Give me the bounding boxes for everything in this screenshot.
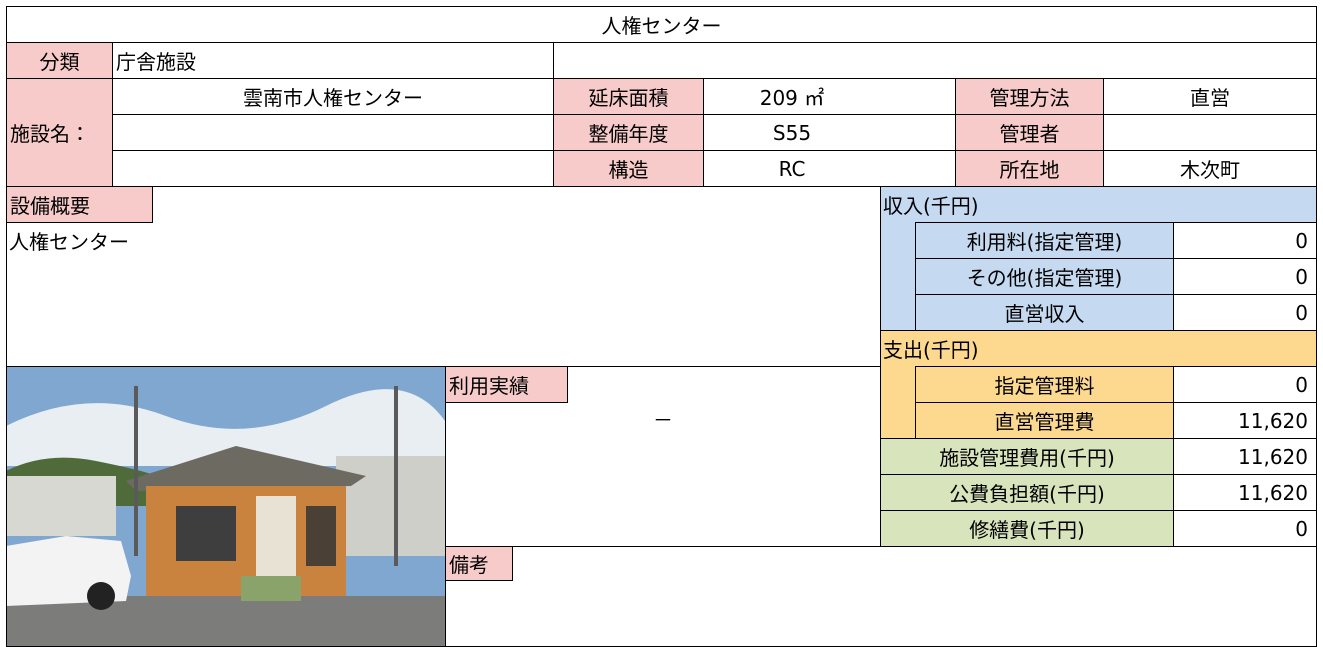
overview-label: 設備概要 [6, 186, 153, 223]
expense-row-label: 指定管理料 [915, 366, 1174, 403]
total-label: 公費負担額(千円) [880, 474, 1174, 511]
facility-name: 雲南市人権センター [112, 78, 554, 115]
attribute-value: S55 [772, 120, 812, 145]
expense-row-value: 0 [1173, 366, 1317, 403]
overview-text: 人権センター [9, 230, 129, 254]
income-row-label: 直営収入 [915, 294, 1174, 331]
income-row-label: 利用料(指定管理) [915, 222, 1174, 259]
expense-row-label: 直営管理費 [915, 402, 1174, 439]
attribute-label: 構造 [553, 150, 704, 187]
total-label: 修繕費(千円) [880, 510, 1174, 547]
attribute-label: 延床面積 [553, 78, 704, 115]
sheet-frame [6, 6, 1317, 647]
facility-photo [6, 366, 445, 647]
usage-value: － [653, 408, 673, 432]
facility-label: 施設名： [6, 78, 113, 187]
expense-label: 支出(千円) [883, 338, 979, 362]
attribute-value: 209 ㎡ [759, 86, 825, 110]
usage-label: 利用実績 [445, 366, 568, 403]
attribute-value: RC [778, 156, 806, 181]
income-row-value: 0 [1173, 294, 1317, 331]
income-label: 収入(千円) [883, 194, 979, 218]
management-label: 所在地 [955, 150, 1104, 187]
remarks-label: 備考 [445, 546, 513, 581]
classification-label: 分類 [6, 42, 113, 79]
expense-row-value: 11,620 [1173, 402, 1317, 439]
